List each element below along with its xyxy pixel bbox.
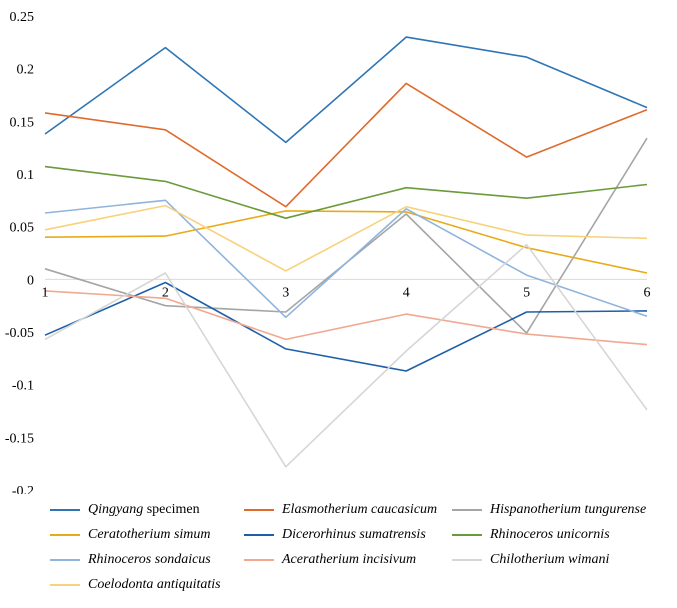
legend-swatch (50, 584, 80, 586)
y-axis-tick-labels: 0.25 0.2 0.15 0.1 0.05 0 -0.05 -0.1 -0.15 -0.2 (5, 10, 34, 494)
legend-swatch (452, 534, 482, 536)
legend-swatch (244, 509, 274, 511)
series-line-5 (44, 165, 648, 219)
legend-item: Coelodonta antiquitatis (50, 575, 221, 595)
legend-label: Coelodonta antiquitatis (88, 577, 221, 593)
legend-item: Dicerorhinus sumatrensis (244, 525, 426, 545)
series-line-6 (44, 199, 648, 319)
legend-label: Elasmotherium caucasicum (282, 502, 437, 518)
legend-label-italic: Ceratotherium simum (88, 527, 211, 542)
legend-label: Dicerorhinus sumatrensis (282, 527, 426, 543)
legend-label-plain: specimen (143, 502, 200, 517)
y-tick-label: -0.2 (12, 484, 34, 494)
legend-label-italic: Elasmotherium caucasicum (282, 502, 438, 517)
y-tick-label: -0.05 (5, 326, 34, 341)
legend-label: Aceratherium incisivum (282, 552, 416, 568)
y-tick-label: 0.15 (10, 115, 35, 130)
series-line-1 (44, 82, 648, 208)
x-tick-label: 3 (282, 285, 289, 300)
legend-item: Ceratotherium simum (50, 525, 211, 545)
x-tick-label: 6 (644, 285, 651, 300)
y-tick-label: 0 (27, 273, 34, 288)
series-line-7 (44, 290, 648, 346)
legend-swatch (452, 559, 482, 561)
series-line-9 (44, 204, 648, 272)
legend-swatch (244, 559, 274, 561)
y-tick-label: -0.1 (12, 379, 34, 394)
legend-item: Hispanotherium tungurense (452, 500, 646, 520)
legend-item: Qingyang specimen (50, 500, 200, 520)
legend-label-italic: Aceratherium incisivum (282, 552, 417, 567)
series-line-8 (44, 243, 648, 468)
legend-item: Chilotherium wimani (452, 550, 609, 570)
x-tick-label: 2 (162, 285, 169, 300)
y-tick-label: 0.1 (17, 168, 35, 183)
legend-item: Elasmotherium caucasicum (244, 500, 437, 520)
y-tick-label: 0.25 (10, 10, 35, 25)
legend-label-italic: Coelodonta antiquitatis (88, 577, 221, 592)
legend-label-italic: Qingyang (88, 502, 144, 517)
legend-label: Ceratotherium simum (88, 527, 211, 543)
legend-label: Hispanotherium tungurense (490, 502, 646, 518)
series-lines (44, 36, 648, 468)
y-tick-label: 0.2 (17, 63, 35, 78)
x-axis-tick-labels: 1 2 3 4 5 6 (42, 285, 651, 300)
legend-label-italic: Rhinoceros unicornis (490, 527, 610, 542)
legend-label: Rhinoceros unicornis (490, 527, 610, 543)
x-tick-label: 4 (403, 285, 410, 300)
legend-label-italic: Hispanotherium tungurense (490, 502, 647, 517)
legend-label-italic: Rhinoceros sondaicus (88, 552, 211, 567)
line-chart: 0.25 0.2 0.15 0.1 0.05 0 -0.05 -0.1 -0.15 -0.2 1 2… (5, 10, 651, 494)
series-line-4 (44, 281, 648, 372)
legend-item: Rhinoceros unicornis (452, 525, 610, 545)
legend-label: Rhinoceros sondaicus (88, 552, 211, 568)
legend-swatch (50, 559, 80, 561)
legend: Qingyang specimen Elasmotherium caucasicu… (0, 494, 677, 604)
legend-swatch (50, 509, 80, 511)
legend-label-italic: Chilotherium wimani (490, 552, 610, 567)
y-tick-label: 0.05 (10, 221, 35, 236)
legend-item: Rhinoceros sondaicus (50, 550, 211, 570)
x-tick-label: 5 (523, 285, 530, 300)
legend-label-italic: Dicerorhinus sumatrensis (282, 527, 426, 542)
legend-swatch (50, 534, 80, 536)
x-tick-label: 1 (42, 285, 49, 300)
series-line-3 (44, 210, 648, 274)
legend-swatch (452, 509, 482, 511)
legend-label: Chilotherium wimani (490, 552, 609, 568)
y-tick-label: -0.15 (5, 431, 34, 446)
legend-swatch (244, 534, 274, 536)
series-line-0 (44, 36, 648, 144)
legend-label: Qingyang specimen (88, 502, 200, 518)
legend-item: Aceratherium incisivum (244, 550, 416, 570)
